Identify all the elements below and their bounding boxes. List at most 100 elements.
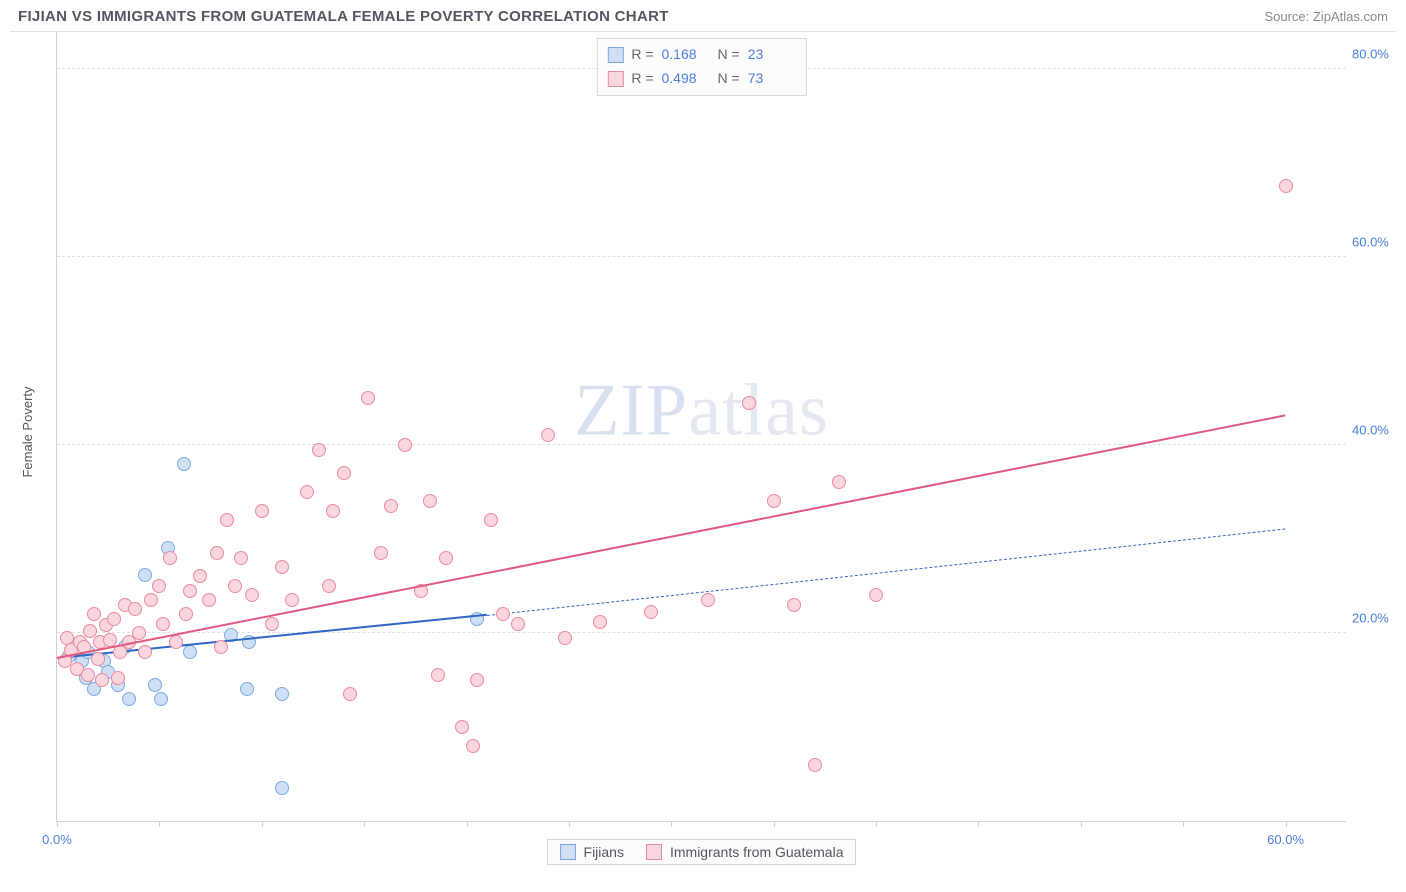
data-point xyxy=(156,617,170,631)
data-point xyxy=(374,546,388,560)
x-tick xyxy=(1286,821,1287,827)
r-label: R = xyxy=(631,43,653,67)
y-axis-label: Female Poverty xyxy=(20,386,35,477)
data-point xyxy=(122,692,136,706)
x-tick xyxy=(364,821,365,827)
r-value: 0.168 xyxy=(662,43,710,67)
source-label: Source: ZipAtlas.com xyxy=(1264,9,1388,24)
data-point xyxy=(423,494,437,508)
chart-container: Female Poverty ZIPatlas 20.0%40.0%60.0%8… xyxy=(10,31,1396,32)
data-point xyxy=(322,579,336,593)
data-point xyxy=(138,568,152,582)
data-point xyxy=(255,504,269,518)
data-point xyxy=(644,605,658,619)
data-point xyxy=(183,584,197,598)
data-point xyxy=(558,631,572,645)
data-point xyxy=(466,739,480,753)
data-point xyxy=(343,687,357,701)
y-tick-label: 40.0% xyxy=(1352,422,1402,437)
data-point xyxy=(234,551,248,565)
data-point xyxy=(312,443,326,457)
x-tick xyxy=(671,821,672,827)
data-point xyxy=(431,668,445,682)
data-point xyxy=(361,391,375,405)
n-value: 23 xyxy=(748,43,796,67)
data-point xyxy=(832,475,846,489)
data-point xyxy=(138,645,152,659)
data-point xyxy=(275,781,289,795)
legend-swatch xyxy=(607,71,623,87)
data-point xyxy=(275,560,289,574)
data-point xyxy=(470,673,484,687)
x-tick xyxy=(1183,821,1184,827)
legend-label: Fijians xyxy=(584,844,624,860)
data-point xyxy=(511,617,525,631)
data-point xyxy=(337,466,351,480)
gridline xyxy=(57,632,1346,633)
data-point xyxy=(183,645,197,659)
x-tick xyxy=(262,821,263,827)
data-point xyxy=(1279,179,1293,193)
data-point xyxy=(384,499,398,513)
correlation-legend: R = 0.168 N = 23 R = 0.498 N = 73 xyxy=(596,38,806,96)
data-point xyxy=(169,635,183,649)
chart-title: FIJIAN VS IMMIGRANTS FROM GUATEMALA FEMA… xyxy=(18,8,669,25)
data-point xyxy=(808,758,822,772)
x-tick xyxy=(978,821,979,827)
data-point xyxy=(220,513,234,527)
data-point xyxy=(701,593,715,607)
r-label: R = xyxy=(631,67,653,91)
legend-row: R = 0.168 N = 23 xyxy=(607,43,795,67)
data-point xyxy=(202,593,216,607)
x-tick xyxy=(774,821,775,827)
data-point xyxy=(228,579,242,593)
n-value: 73 xyxy=(748,67,796,91)
data-point xyxy=(128,602,142,616)
legend-swatch xyxy=(560,844,576,860)
data-point xyxy=(87,607,101,621)
data-point xyxy=(210,546,224,560)
data-point xyxy=(214,640,228,654)
data-point xyxy=(240,682,254,696)
data-point xyxy=(107,612,121,626)
data-point xyxy=(285,593,299,607)
r-value: 0.498 xyxy=(662,67,710,91)
x-tick xyxy=(1081,821,1082,827)
x-tick xyxy=(57,821,58,827)
data-point xyxy=(144,593,158,607)
trend-line xyxy=(487,528,1286,616)
data-point xyxy=(541,428,555,442)
data-point xyxy=(484,513,498,527)
data-point xyxy=(326,504,340,518)
y-tick-label: 20.0% xyxy=(1352,610,1402,625)
data-point xyxy=(787,598,801,612)
series-legend: Fijians Immigrants from Guatemala xyxy=(547,839,857,865)
data-point xyxy=(593,615,607,629)
legend-item: Immigrants from Guatemala xyxy=(646,844,844,860)
legend-swatch xyxy=(646,844,662,860)
legend-swatch xyxy=(607,47,623,63)
legend-row: R = 0.498 N = 73 xyxy=(607,67,795,91)
data-point xyxy=(132,626,146,640)
data-point xyxy=(767,494,781,508)
gridline xyxy=(57,444,1346,445)
y-tick-label: 60.0% xyxy=(1352,234,1402,249)
data-point xyxy=(152,579,166,593)
data-point xyxy=(398,438,412,452)
gridline xyxy=(57,256,1346,257)
data-point xyxy=(177,457,191,471)
data-point xyxy=(148,678,162,692)
data-point xyxy=(111,671,125,685)
plot-area: ZIPatlas 20.0%40.0%60.0%80.0%0.0%60.0%R … xyxy=(56,32,1346,822)
data-point xyxy=(163,551,177,565)
data-point xyxy=(95,673,109,687)
data-point xyxy=(300,485,314,499)
x-tick xyxy=(467,821,468,827)
data-point xyxy=(179,607,193,621)
x-tick xyxy=(876,821,877,827)
data-point xyxy=(496,607,510,621)
n-label: N = xyxy=(718,43,740,67)
n-label: N = xyxy=(718,67,740,91)
x-tick xyxy=(569,821,570,827)
x-tick-label: 60.0% xyxy=(1267,832,1304,847)
